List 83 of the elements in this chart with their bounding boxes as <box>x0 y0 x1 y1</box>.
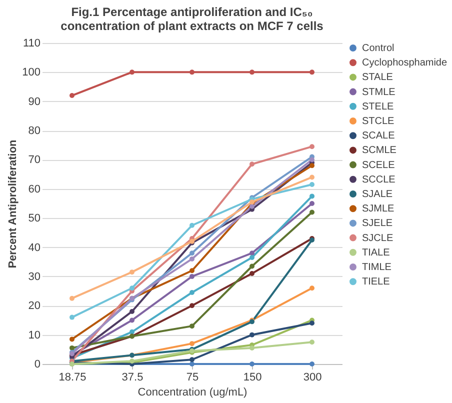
legend-label: STCLE <box>362 116 395 127</box>
legend-label: Cyclophosphamide <box>362 58 448 69</box>
legend-label: SCELE <box>362 160 396 171</box>
point <box>310 320 314 326</box>
legend-label: SJELE <box>362 218 393 230</box>
legend-label: SCMLE <box>362 145 397 156</box>
point <box>310 144 314 150</box>
x-axis-title: Concentration (ug/mL) <box>138 386 248 398</box>
point <box>310 70 314 75</box>
x-tick-label: 18.75 <box>58 372 86 384</box>
y-tick-label: 30 <box>28 270 40 283</box>
y-tick-label: 60 <box>28 183 40 196</box>
x-tick-label: 150 <box>243 372 262 384</box>
point <box>190 70 194 75</box>
y-tick-label: 20 <box>28 300 40 312</box>
legend-label: STELE <box>362 101 394 112</box>
point <box>130 70 134 75</box>
point <box>70 345 74 350</box>
legend-label: STALE <box>362 72 394 84</box>
point <box>250 204 254 209</box>
point <box>310 210 314 215</box>
point <box>130 308 134 314</box>
y-tick-label: 0 <box>34 358 40 370</box>
point <box>310 163 314 168</box>
legend-label: TIMLE <box>362 262 392 273</box>
point <box>190 222 194 228</box>
legend-label: SCALE <box>362 130 396 142</box>
point <box>310 182 314 188</box>
point <box>250 345 254 350</box>
point <box>190 357 194 362</box>
point <box>130 286 134 291</box>
legend-label: TIELE <box>362 276 390 288</box>
point <box>250 264 254 269</box>
point <box>310 362 314 366</box>
point <box>190 268 194 274</box>
point <box>250 70 254 75</box>
point <box>310 201 314 206</box>
point <box>190 290 194 295</box>
point <box>70 336 74 342</box>
y-tick-label: 90 <box>28 96 40 108</box>
point <box>250 271 254 276</box>
point <box>310 174 314 180</box>
point <box>130 329 134 334</box>
point <box>250 162 254 167</box>
point <box>190 256 194 262</box>
point <box>310 340 314 345</box>
chart-title: Fig.1 Percentage antiproliferation and IC₅₀ concentration of plant extracts on MCF 7 cells <box>60 5 324 33</box>
y-axis-title: Percent Antiproliferation <box>7 139 20 268</box>
point <box>190 362 194 366</box>
legend-label: STMLE <box>362 86 396 98</box>
point <box>190 303 194 308</box>
point <box>310 157 314 162</box>
legend-label: SJALE <box>362 189 393 200</box>
x-tick-label: 37.5 <box>122 372 144 384</box>
legend-label: TIALE <box>362 247 390 258</box>
legend-label: SCCLE <box>362 174 396 186</box>
point <box>310 194 314 199</box>
point <box>250 362 254 366</box>
y-tick-label: 100 <box>22 66 40 79</box>
point <box>250 254 254 260</box>
y-tick-label: 110 <box>22 38 40 50</box>
y-tick-label: 80 <box>28 125 40 138</box>
point <box>130 270 134 275</box>
point <box>190 274 194 279</box>
y-tick-label: 10 <box>28 329 40 342</box>
legend-label: Control <box>362 43 394 54</box>
legend-label: SJCLE <box>362 232 394 244</box>
y-tick-label: 70 <box>28 154 40 166</box>
y-tick-label: 50 <box>28 212 40 225</box>
point <box>190 341 194 346</box>
x-tick-label: 75 <box>186 372 199 384</box>
y-tick-label: 40 <box>28 242 40 254</box>
point <box>70 314 74 320</box>
point <box>250 250 254 256</box>
point <box>310 286 314 291</box>
legend-label: SJMLE <box>362 204 395 215</box>
x-tick-label: 300 <box>303 372 322 384</box>
point <box>70 296 74 301</box>
point <box>250 332 254 338</box>
point <box>70 93 74 98</box>
point <box>190 324 194 329</box>
point <box>190 250 194 256</box>
point <box>130 318 134 323</box>
